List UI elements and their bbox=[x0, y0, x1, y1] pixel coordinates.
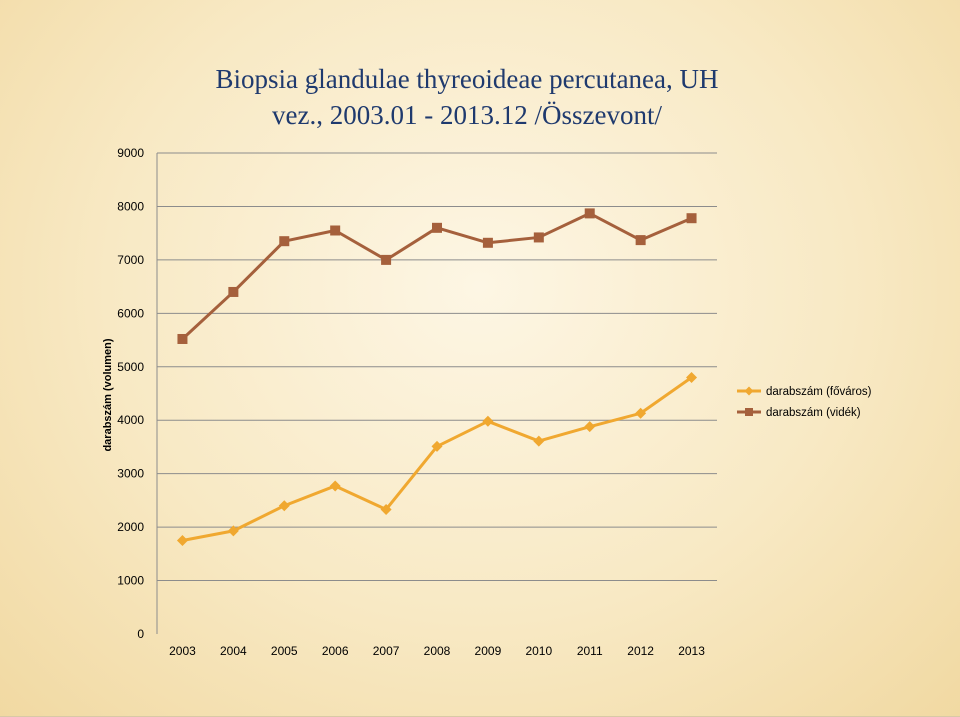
data-point bbox=[686, 213, 697, 224]
legend-item: darabszám (főváros) bbox=[737, 386, 872, 398]
legend: darabszám (főváros) darabszám (vidék) bbox=[737, 386, 872, 419]
data-point bbox=[330, 225, 341, 236]
x-tick-label: 2008 bbox=[424, 644, 451, 658]
y-tick-label: 4000 bbox=[117, 413, 144, 427]
data-point bbox=[177, 333, 188, 344]
y-tick-label: 5000 bbox=[117, 360, 144, 374]
data-point bbox=[533, 435, 545, 447]
series-layer bbox=[176, 208, 698, 546]
y-axis-title: darabszám (volumen) bbox=[102, 338, 114, 451]
data-point bbox=[584, 208, 595, 219]
data-point bbox=[278, 500, 290, 512]
series-2 bbox=[177, 208, 697, 344]
legend-label: darabszám (vidék) bbox=[766, 407, 861, 419]
legend-marker bbox=[744, 386, 754, 396]
y-tick-label: 0 bbox=[137, 627, 144, 641]
chart-title-line-2: vez., 2003.01 - 2013.12 /Összevont/ bbox=[272, 100, 662, 130]
data-point bbox=[176, 534, 188, 546]
x-tick-label: 2005 bbox=[271, 644, 298, 658]
data-point bbox=[431, 440, 443, 452]
x-axis: 2003 2004 2005 2006 2007 2008 2009 2010 2011 2012… bbox=[169, 644, 705, 658]
y-tick-label: 2000 bbox=[117, 520, 144, 534]
data-point bbox=[584, 421, 596, 433]
x-tick-label: 2013 bbox=[678, 644, 705, 658]
legend-label: darabszám (főváros) bbox=[766, 386, 872, 398]
y-tick-label: 6000 bbox=[117, 306, 144, 320]
data-point bbox=[482, 237, 493, 248]
data-point bbox=[482, 415, 494, 427]
gridlines bbox=[157, 152, 717, 582]
data-point bbox=[635, 407, 647, 419]
x-tick-label: 2012 bbox=[627, 644, 654, 658]
data-point bbox=[228, 286, 239, 297]
data-point bbox=[533, 232, 544, 243]
x-tick-label: 2009 bbox=[475, 644, 502, 658]
data-point bbox=[380, 503, 392, 515]
series-1 bbox=[176, 371, 698, 546]
y-tick-label: 8000 bbox=[117, 199, 144, 213]
x-tick-label: 2011 bbox=[577, 644, 603, 658]
data-point bbox=[381, 254, 392, 265]
x-tick-label: 2007 bbox=[373, 644, 400, 658]
y-tick-label: 1000 bbox=[117, 574, 144, 588]
legend-marker bbox=[745, 408, 753, 416]
chart-title: Biopsia glandulae thyreoideae percutanea… bbox=[215, 64, 718, 130]
data-point bbox=[686, 371, 698, 383]
chart-title-line-1: Biopsia glandulae thyreoideae percutanea… bbox=[215, 64, 718, 94]
x-tick-label: 2006 bbox=[322, 644, 349, 658]
y-tick-label: 3000 bbox=[117, 467, 144, 481]
y-tick-label: 9000 bbox=[117, 146, 144, 160]
x-tick-label: 2010 bbox=[525, 644, 552, 658]
legend-item: darabszám (vidék) bbox=[737, 407, 861, 419]
x-tick-label: 2004 bbox=[220, 644, 247, 658]
series-line bbox=[182, 376, 693, 542]
x-tick-label: 2003 bbox=[169, 644, 196, 658]
y-tick-label: 7000 bbox=[117, 253, 144, 267]
data-point bbox=[279, 236, 290, 247]
data-point bbox=[329, 480, 341, 492]
y-axis: 0 1000 2000 3000 4000 5000 6000 7000 8000 9000 bbox=[117, 146, 158, 641]
data-point bbox=[227, 525, 239, 537]
data-point bbox=[635, 235, 646, 246]
data-point bbox=[432, 222, 442, 233]
